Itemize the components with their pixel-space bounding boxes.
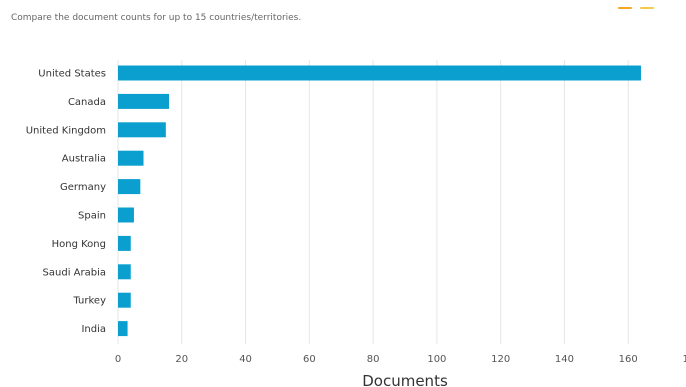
x-tick-label: 40 [239, 354, 252, 365]
bar[interactable] [118, 150, 144, 166]
category-label: United Kingdom [26, 125, 106, 136]
bar[interactable] [118, 321, 128, 337]
bar[interactable] [118, 292, 131, 308]
bar[interactable] [118, 179, 141, 195]
category-label: Australia [62, 154, 106, 165]
x-tick-label: 120 [491, 354, 510, 365]
x-tick-label: 80 [367, 354, 380, 365]
x-tick-label: 160 [619, 354, 638, 365]
category-label: Saudi Arabia [43, 267, 106, 278]
x-tick-labels: 0 20 40 60 80 100 120 140 160 180 [115, 354, 686, 365]
bar[interactable] [118, 264, 131, 280]
bar[interactable] [118, 65, 641, 81]
category-label: Turkey [72, 296, 106, 307]
corner-decoration [608, 0, 674, 10]
category-label: India [81, 324, 106, 335]
category-labels: United States Canada United Kingdom Austral… [26, 69, 106, 336]
bars [118, 65, 641, 337]
bar[interactable] [118, 235, 131, 251]
category-label: Canada [68, 97, 106, 108]
bar[interactable] [118, 207, 134, 223]
x-tick-label: 20 [175, 354, 188, 365]
chart-subtitle: Compare the document counts for up to 15… [11, 13, 302, 23]
bar[interactable] [118, 122, 166, 138]
x-tick-label: 140 [555, 354, 574, 365]
category-label: United States [38, 69, 106, 80]
category-label: Germany [60, 182, 106, 193]
grid-lines [117, 60, 629, 344]
x-tick-label: 60 [303, 354, 316, 365]
category-label: Spain [78, 211, 106, 222]
x-tick-label: 180 [682, 354, 686, 365]
category-label: Hong Kong [52, 239, 106, 250]
x-tick-label: 100 [427, 354, 446, 365]
x-tick-label: 0 [115, 354, 121, 365]
x-axis-label: Documents [362, 372, 448, 387]
bar[interactable] [118, 93, 170, 109]
